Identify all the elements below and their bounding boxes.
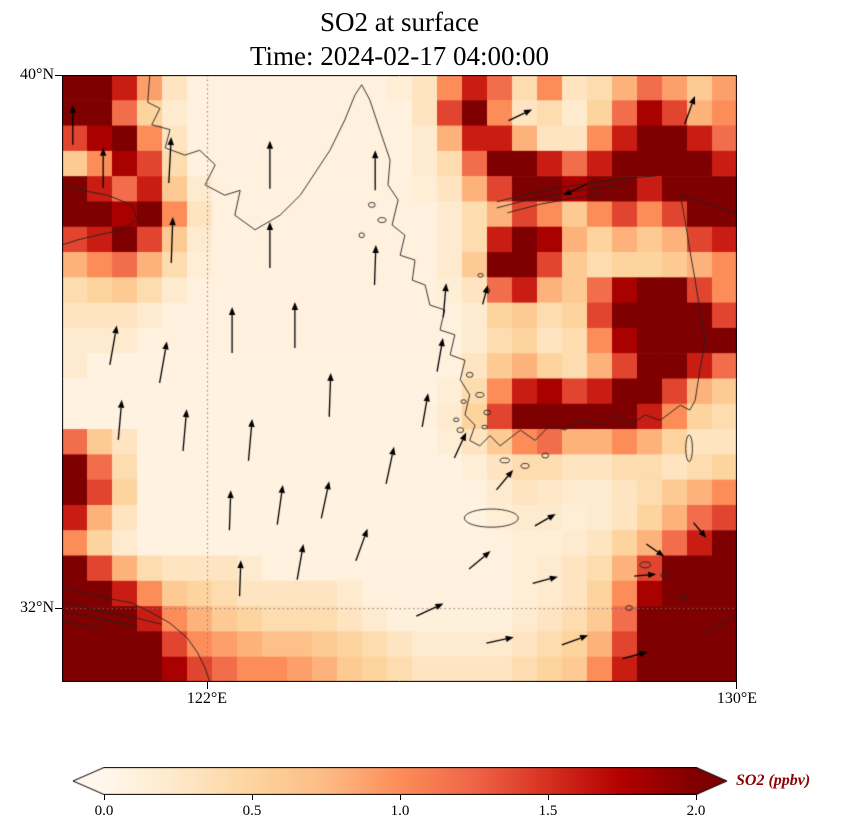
map-plot-area [62, 75, 737, 682]
y-axis-label-40n: 40°N [20, 66, 54, 83]
colorbar-tick-label-4: 2.0 [686, 803, 706, 819]
colorbar-tick [548, 795, 549, 800]
so2-heatmap-canvas [62, 75, 737, 682]
y-axis-tick-32n [55, 608, 62, 609]
colorbar-tick [104, 795, 105, 800]
chart-subtitle: Time: 2024-02-17 04:00:00 [249, 41, 550, 71]
x-axis-label-122e: 122°E [186, 690, 228, 707]
colorbar-tick [252, 795, 253, 800]
x-axis-tick-122e [207, 682, 208, 689]
colorbar-tick-label-2: 1.0 [390, 803, 410, 819]
y-axis-tick-40n [55, 75, 62, 76]
chart-title: SO2 at surface [320, 7, 479, 37]
colorbar-tick [400, 795, 401, 800]
colorbar-tick-label-1: 0.5 [242, 803, 262, 819]
y-axis-label-32n: 32°N [20, 599, 54, 616]
colorbar-tick-label-0: 0.0 [94, 803, 114, 819]
x-axis-tick-130e [736, 682, 737, 689]
colorbar-axis-label: SO2 (ppbv) [736, 772, 811, 789]
colorbar-tick-label-3: 1.5 [538, 803, 558, 819]
colorbar [72, 767, 728, 795]
colorbar-tick [696, 795, 697, 800]
x-axis-label-130e: 130°E [716, 690, 758, 707]
